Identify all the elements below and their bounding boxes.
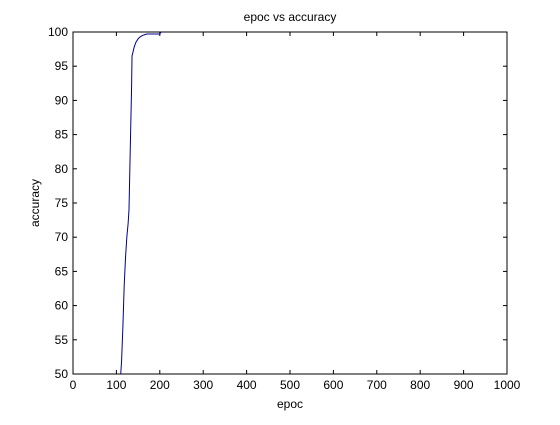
x-axis-label: epoc xyxy=(277,397,303,411)
plot-area xyxy=(72,31,508,375)
x-tick-label: 0 xyxy=(70,378,77,392)
y-tick-label: 75 xyxy=(55,196,69,210)
y-axis: 50 55 60 65 70 75 80 85 90 95 100 xyxy=(48,25,507,381)
y-tick-label: 85 xyxy=(55,128,69,142)
y-tick-label: 70 xyxy=(55,230,69,244)
x-tick-label: 1000 xyxy=(494,378,521,392)
y-tick-label: 55 xyxy=(55,333,69,347)
series-line xyxy=(120,31,162,375)
x-tick-label: 500 xyxy=(280,378,300,392)
x-tick-label: 400 xyxy=(237,378,257,392)
x-tick-label: 900 xyxy=(454,378,474,392)
x-tick-label: 800 xyxy=(410,378,430,392)
y-tick-label: 65 xyxy=(55,264,69,278)
x-tick-label: 700 xyxy=(367,378,387,392)
y-tick-label: 80 xyxy=(55,162,69,176)
y-tick-label: 90 xyxy=(55,93,69,107)
chart-title: epoc vs accuracy xyxy=(244,10,337,24)
x-tick-label: 200 xyxy=(150,378,170,392)
x-axis: 0 100 200 300 400 500 600 700 800 900 1000 xyxy=(70,32,521,392)
y-axis-label: accuracy xyxy=(28,179,42,227)
y-tick-label: 100 xyxy=(48,25,68,39)
series-layer xyxy=(120,31,162,375)
y-tick-label: 50 xyxy=(55,367,69,381)
x-tick-label: 300 xyxy=(193,378,213,392)
x-tick-label: 100 xyxy=(106,378,126,392)
x-tick-label: 600 xyxy=(323,378,343,392)
y-tick-label: 60 xyxy=(55,299,69,313)
y-tick-label: 95 xyxy=(55,59,69,73)
